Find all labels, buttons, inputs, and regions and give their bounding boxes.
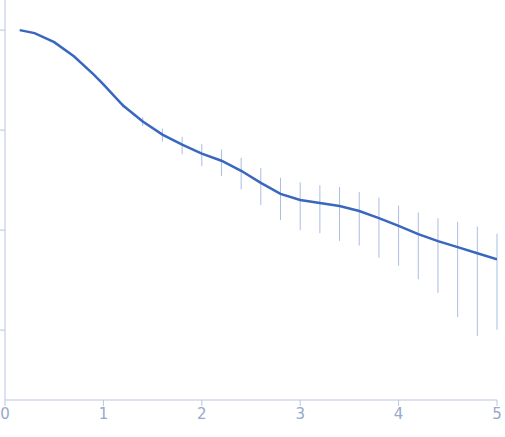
svg-text:1: 1 [99, 405, 109, 423]
svg-text:0: 0 [8, 405, 10, 423]
svg-text:5: 5 [492, 405, 497, 423]
svg-text:2: 2 [197, 405, 207, 423]
svg-text:3: 3 [295, 405, 305, 423]
svg-text:4: 4 [394, 405, 404, 423]
